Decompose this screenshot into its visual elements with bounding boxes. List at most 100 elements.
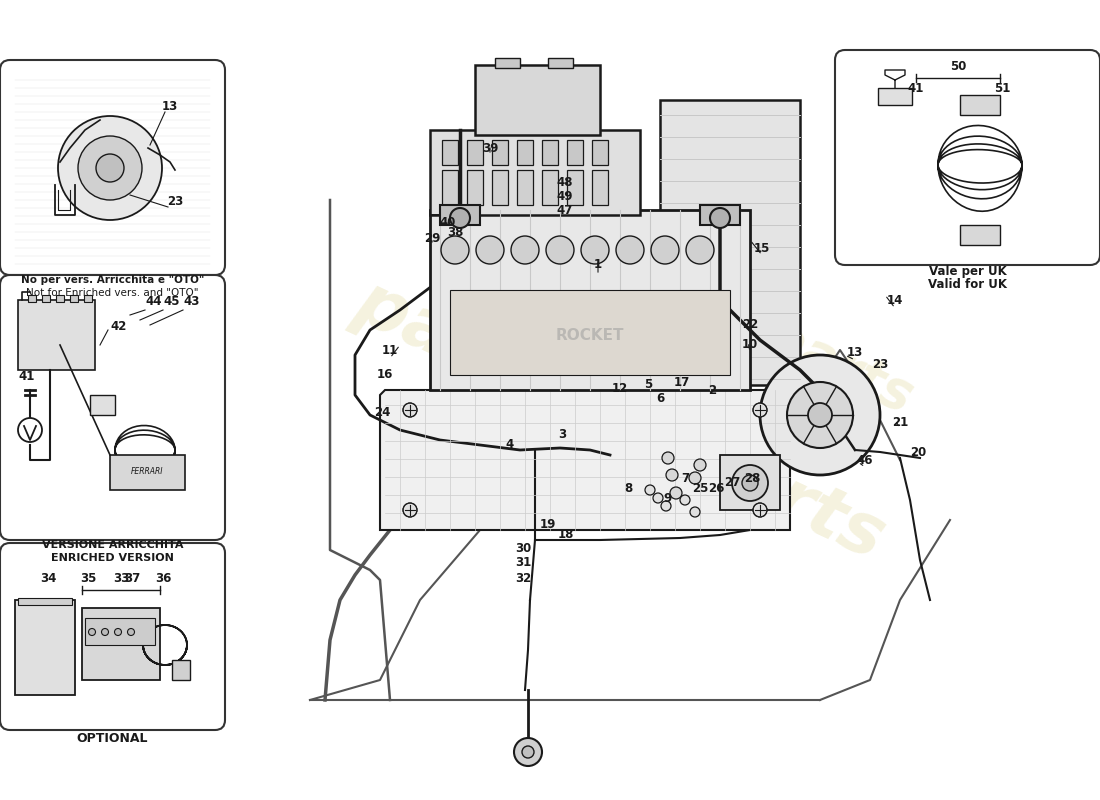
Bar <box>475 65 600 135</box>
Text: 13: 13 <box>162 100 178 113</box>
Bar <box>517 170 534 205</box>
Bar <box>566 170 583 205</box>
Bar <box>495 58 520 68</box>
Text: OPTIONAL: OPTIONAL <box>77 732 148 745</box>
Text: 4: 4 <box>506 438 514 451</box>
Text: 36: 36 <box>155 572 172 585</box>
Text: 17: 17 <box>674 377 690 390</box>
Text: 3: 3 <box>558 429 566 442</box>
Bar <box>15 600 75 695</box>
Circle shape <box>58 116 162 220</box>
Circle shape <box>101 629 109 635</box>
Text: 6: 6 <box>656 391 664 405</box>
Circle shape <box>786 382 852 448</box>
Circle shape <box>680 495 690 505</box>
Text: ROCKET: ROCKET <box>556 327 625 342</box>
Bar <box>878 88 912 105</box>
Text: 15: 15 <box>754 242 770 254</box>
Circle shape <box>742 475 758 491</box>
Text: 14: 14 <box>887 294 903 306</box>
Circle shape <box>403 503 417 517</box>
Text: 48: 48 <box>557 177 573 190</box>
Circle shape <box>686 236 714 264</box>
Bar <box>18 300 95 370</box>
Bar <box>960 95 1000 115</box>
Text: 9: 9 <box>664 491 672 505</box>
Text: 23: 23 <box>872 358 888 371</box>
Polygon shape <box>379 390 790 530</box>
Bar <box>450 290 730 375</box>
Text: 31: 31 <box>515 555 531 569</box>
Text: 50: 50 <box>949 60 966 73</box>
Bar <box>548 58 573 68</box>
FancyBboxPatch shape <box>0 543 226 730</box>
Text: 19: 19 <box>540 518 557 531</box>
Text: 1: 1 <box>594 258 602 271</box>
Circle shape <box>808 403 832 427</box>
Text: Valid for UK: Valid for UK <box>928 278 1006 291</box>
Text: 27: 27 <box>724 477 740 490</box>
Circle shape <box>114 629 121 635</box>
Bar <box>56 295 64 302</box>
Text: 7: 7 <box>681 471 689 485</box>
Circle shape <box>732 465 768 501</box>
Text: 11: 11 <box>382 343 398 357</box>
Text: 51: 51 <box>993 82 1010 95</box>
Bar <box>700 205 740 225</box>
Text: 16: 16 <box>377 369 393 382</box>
Circle shape <box>514 738 542 766</box>
Text: 41: 41 <box>18 370 34 383</box>
Text: 20: 20 <box>910 446 926 458</box>
Circle shape <box>661 501 671 511</box>
Bar <box>85 618 155 645</box>
Circle shape <box>403 403 417 417</box>
Bar <box>542 140 558 165</box>
Bar <box>566 140 583 165</box>
Bar <box>172 660 190 680</box>
Circle shape <box>78 136 142 200</box>
Text: 26: 26 <box>707 482 724 494</box>
Text: 13: 13 <box>847 346 864 358</box>
Text: Not for Enriched vers. and "OTO": Not for Enriched vers. and "OTO" <box>26 288 199 298</box>
Bar <box>660 100 800 385</box>
Text: 43: 43 <box>183 295 199 308</box>
Bar <box>592 170 608 205</box>
Circle shape <box>694 459 706 471</box>
Circle shape <box>670 487 682 499</box>
Text: passion4parts: passion4parts <box>344 267 895 573</box>
Text: 8: 8 <box>624 482 632 494</box>
Text: 37: 37 <box>124 572 140 585</box>
Text: 39: 39 <box>482 142 498 154</box>
Bar <box>440 205 480 225</box>
Bar <box>492 170 508 205</box>
Text: 10: 10 <box>741 338 758 351</box>
Text: VERSIONE ARRICCHITA: VERSIONE ARRICCHITA <box>42 540 184 550</box>
Circle shape <box>616 236 644 264</box>
Text: No per vers. Arricchita e "OTO": No per vers. Arricchita e "OTO" <box>21 275 205 285</box>
Text: 23: 23 <box>167 195 183 208</box>
Circle shape <box>581 236 609 264</box>
FancyBboxPatch shape <box>0 60 226 275</box>
Bar <box>430 210 750 390</box>
Text: 34: 34 <box>40 572 56 585</box>
Text: 42: 42 <box>110 320 126 333</box>
Circle shape <box>651 236 679 264</box>
Text: 32: 32 <box>515 571 531 585</box>
Circle shape <box>662 452 674 464</box>
Circle shape <box>441 236 469 264</box>
Text: 35: 35 <box>80 572 96 585</box>
Circle shape <box>760 355 880 475</box>
Circle shape <box>522 746 534 758</box>
Bar <box>18 598 72 605</box>
Text: FERRARI: FERRARI <box>131 467 163 477</box>
FancyBboxPatch shape <box>0 275 226 540</box>
Bar <box>442 170 458 205</box>
Bar <box>517 140 534 165</box>
Text: 24: 24 <box>374 406 390 419</box>
Circle shape <box>96 154 124 182</box>
Bar <box>70 295 78 302</box>
Text: passion4parts: passion4parts <box>518 198 922 422</box>
Text: 46: 46 <box>857 454 873 466</box>
Text: 29: 29 <box>424 231 440 245</box>
Circle shape <box>476 236 504 264</box>
